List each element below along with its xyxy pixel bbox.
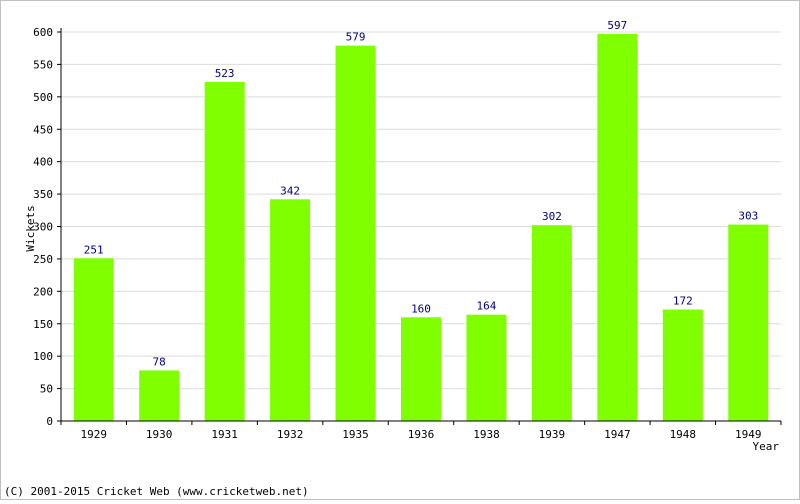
data-label-1939: 302 (542, 210, 562, 223)
y-tick-label: 250 (33, 253, 53, 266)
x-tick-label: 1948 (670, 428, 697, 441)
y-tick-labels: 0 50 100 150 200 250 300 350 400 450 500 550 600 (33, 26, 61, 428)
data-label-1949: 303 (738, 210, 758, 223)
bars (73, 33, 769, 422)
data-label-1948: 172 (673, 294, 693, 307)
bar-1938 (466, 314, 507, 421)
bar-1947 (597, 33, 638, 421)
x-tick-labels: 1929 1930 1931 1932 1935 1936 1938 1939 1947 1948… (60, 421, 782, 441)
data-label-1930: 78 (153, 355, 166, 368)
x-tick-label: 1949 (735, 428, 762, 441)
data-label-1947: 597 (607, 19, 627, 32)
bar-1931 (204, 81, 245, 422)
x-tick-label: 1929 (80, 428, 107, 441)
y-tick-label: 0 (46, 415, 53, 428)
bar-1929 (73, 258, 114, 421)
y-tick-label: 300 (33, 221, 53, 234)
y-tick-label: 350 (33, 188, 53, 201)
copyright-notice: (C) 2001-2015 Cricket Web (www.cricketwe… (4, 485, 309, 498)
bar-1936 (401, 317, 441, 421)
y-tick-label: 50 (40, 383, 53, 396)
y-tick-label: 500 (33, 91, 53, 104)
y-tick-label: 400 (33, 156, 53, 169)
bar-1948 (662, 309, 703, 421)
y-tick-label: 550 (33, 58, 53, 71)
data-label-1936: 160 (411, 302, 431, 315)
x-tick-label: 1932 (277, 428, 304, 441)
y-tick-label: 600 (33, 26, 53, 39)
data-label-1938: 164 (477, 300, 497, 313)
x-tick-label: 1935 (342, 428, 369, 441)
data-label-1932: 342 (280, 184, 300, 197)
bar-1935 (335, 45, 376, 422)
x-tick-label: 1931 (211, 428, 238, 441)
bar-1930 (139, 370, 180, 421)
y-tick-label: 100 (33, 350, 53, 363)
grid-lines (61, 31, 781, 390)
data-label-1929: 251 (84, 243, 104, 256)
data-labels: 251 78 523 342 579 160 164 302 597 172 303 (84, 19, 758, 368)
x-tick-label: 1947 (604, 428, 631, 441)
data-label-1931: 523 (215, 67, 235, 80)
data-label-1935: 579 (346, 31, 366, 44)
bar-1939 (531, 225, 572, 421)
x-tick-label: 1930 (146, 428, 173, 441)
x-tick-label: 1938 (473, 428, 500, 441)
y-tick-label: 150 (33, 318, 53, 331)
y-tick-label: 450 (33, 123, 53, 136)
x-axis-title: Year (753, 440, 780, 453)
y-tick-label: 200 (33, 285, 53, 298)
axes (60, 28, 781, 422)
bar-1932 (270, 199, 311, 421)
y-axis-title: Wickets (24, 205, 37, 251)
x-tick-label: 1939 (539, 428, 566, 441)
bar-1949 (728, 224, 769, 421)
x-tick-label: 1936 (408, 428, 435, 441)
